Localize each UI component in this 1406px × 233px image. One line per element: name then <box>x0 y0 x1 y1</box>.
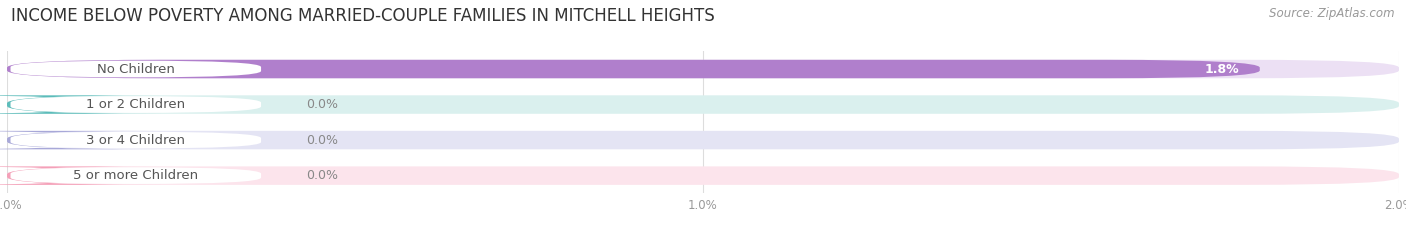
FancyBboxPatch shape <box>0 95 160 114</box>
FancyBboxPatch shape <box>10 61 262 77</box>
Text: 0.0%: 0.0% <box>307 169 339 182</box>
FancyBboxPatch shape <box>10 96 262 113</box>
FancyBboxPatch shape <box>7 166 1399 185</box>
Text: INCOME BELOW POVERTY AMONG MARRIED-COUPLE FAMILIES IN MITCHELL HEIGHTS: INCOME BELOW POVERTY AMONG MARRIED-COUPL… <box>11 7 716 25</box>
Text: 0.0%: 0.0% <box>307 134 339 147</box>
FancyBboxPatch shape <box>10 167 262 184</box>
FancyBboxPatch shape <box>0 166 160 185</box>
Text: 5 or more Children: 5 or more Children <box>73 169 198 182</box>
FancyBboxPatch shape <box>10 132 262 148</box>
FancyBboxPatch shape <box>0 131 160 149</box>
FancyBboxPatch shape <box>7 95 1399 114</box>
FancyBboxPatch shape <box>7 60 1399 78</box>
FancyBboxPatch shape <box>7 131 1399 149</box>
Text: No Children: No Children <box>97 62 174 75</box>
Text: 1 or 2 Children: 1 or 2 Children <box>86 98 186 111</box>
Text: Source: ZipAtlas.com: Source: ZipAtlas.com <box>1270 7 1395 20</box>
Text: 1.8%: 1.8% <box>1205 62 1239 75</box>
Text: 3 or 4 Children: 3 or 4 Children <box>86 134 186 147</box>
FancyBboxPatch shape <box>7 60 1260 78</box>
Text: 0.0%: 0.0% <box>307 98 339 111</box>
